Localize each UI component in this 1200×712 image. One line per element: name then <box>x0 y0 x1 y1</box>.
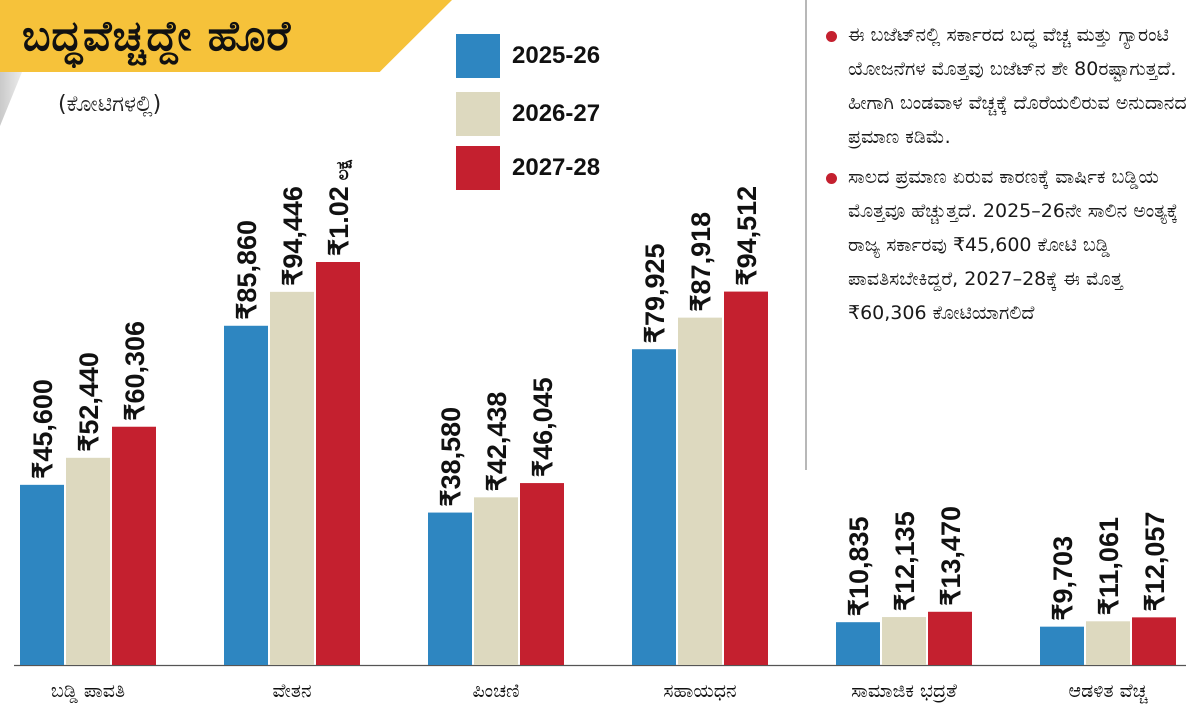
bar <box>1132 617 1176 665</box>
category-label: ಸಾಮಾಜಿಕ ಭದ್ರತೆ <box>851 680 957 702</box>
bar <box>224 325 268 665</box>
unit-label: (ಕೋಟಿಗಳಲ್ಲಿ) <box>58 92 162 117</box>
data-label: ₹94,446 <box>278 186 308 286</box>
bar <box>724 291 768 665</box>
bar-group: ₹38,580 ₹42,438 ₹46,045 <box>428 377 564 665</box>
divider <box>805 0 807 470</box>
bar <box>316 262 360 665</box>
bar <box>520 483 564 665</box>
note-text: ಈ ಬಜೆಟ್‌ನಲ್ಲಿ ಸರ್ಕಾರದ ಬದ್ಧ ವೆಚ್ಚ ಮತ್ತು ಗ… <box>848 24 1187 148</box>
bar <box>882 617 926 665</box>
legend-swatch <box>456 92 500 136</box>
bar <box>428 512 472 665</box>
legend-label: 2026-27 <box>512 100 601 127</box>
bar-group: ₹10,835 ₹12,135 ₹13,470 <box>836 506 972 665</box>
bar <box>474 497 518 665</box>
bar <box>1040 626 1084 665</box>
note-text: ಸಾಲದ ಪ್ರಮಾಣ ಏರುವ ಕಾರಣಕ್ಕೆ ವಾರ್ಷಿಕ ಬಡ್ಡಿಯ… <box>848 166 1179 324</box>
bar <box>112 426 156 665</box>
data-label: ₹87,918 <box>686 212 716 312</box>
category-label: ಸಹಾಯಧನ <box>663 680 736 702</box>
bullet-icon <box>826 31 837 42</box>
data-label: ₹94,512 <box>732 186 762 286</box>
bar-group: ₹85,860 ₹94,446 ₹1.02ಲಕ್ಷ <box>224 159 360 665</box>
data-label: ₹45,600 <box>28 379 58 479</box>
data-label: ₹46,045 <box>528 377 558 477</box>
data-label: ₹38,580 <box>436 407 466 507</box>
data-label: ₹10,835 <box>844 516 874 616</box>
data-label: ₹11,061 <box>1094 517 1124 615</box>
category-label: ಆಡಳಿತ ವೆಚ್ಚ <box>1069 680 1148 704</box>
bar <box>270 291 314 665</box>
bar <box>836 622 880 665</box>
note-item: ಈ ಬಜೆಟ್‌ನಲ್ಲಿ ಸರ್ಕಾರದ ಬದ್ಧ ವೆಚ್ಚ ಮತ್ತು ಗ… <box>820 18 1192 154</box>
bar <box>632 349 676 665</box>
bar-group: ₹45,600 ₹52,440 ₹60,306 <box>20 321 156 665</box>
bar <box>678 317 722 665</box>
bar-group: ₹79,925 ₹87,918 ₹94,512 <box>632 186 768 665</box>
bar <box>1086 621 1130 665</box>
legend-label: 2025-26 <box>512 42 601 69</box>
data-label: ₹13,470 <box>936 506 966 606</box>
data-label: ₹9,703 <box>1048 536 1078 621</box>
legend-label: 2027-28 <box>512 154 601 181</box>
data-label: ₹60,306 <box>120 321 150 421</box>
bar-group: ₹9,703 ₹11,061 ₹12,057 <box>1040 512 1176 665</box>
category-label: ಬಡ್ಡಿ ಪಾವತಿ <box>51 680 125 704</box>
bar <box>20 484 64 665</box>
legend-swatch <box>456 34 500 78</box>
title-banner <box>0 0 452 72</box>
bullet-icon <box>826 173 837 184</box>
chart-title: ಬದ್ಧವೆಚ್ಚದ್ದೇ ಹೊರೆ <box>22 11 292 60</box>
data-label: ₹42,438 <box>482 392 512 492</box>
legend-swatch <box>456 146 500 190</box>
data-label: ₹85,860 <box>232 220 262 320</box>
notes-panel: ಈ ಬಜೆಟ್‌ನಲ್ಲಿ ಸರ್ಕಾರದ ಬದ್ಧ ವೆಚ್ಚ ಮತ್ತು ಗ… <box>820 18 1192 336</box>
bar <box>66 457 110 665</box>
category-label: ಪಿಂಚಣಿ <box>472 680 519 702</box>
data-label: ₹79,925 <box>640 243 670 343</box>
category-label: ವೇತನ <box>272 680 311 702</box>
data-label: ₹1.02ಲಕ್ಷ <box>324 159 354 256</box>
note-item: ಸಾಲದ ಪ್ರಮಾಣ ಏರುವ ಕಾರಣಕ್ಕೆ ವಾರ್ಷಿಕ ಬಡ್ಡಿಯ… <box>820 160 1192 330</box>
data-label: ₹12,135 <box>890 511 920 611</box>
data-label: ₹12,057 <box>1140 512 1170 612</box>
bar <box>928 611 972 665</box>
data-label: ₹52,440 <box>74 352 104 452</box>
data-label-unit: ಲಕ್ಷ <box>333 159 353 180</box>
